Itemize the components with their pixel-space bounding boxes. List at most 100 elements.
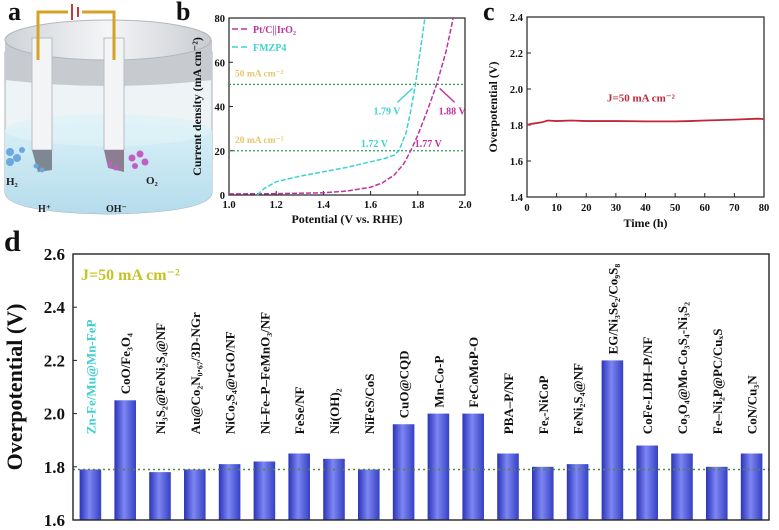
bar-label-16: CoFe-LDH–P/NF (640, 337, 655, 435)
wires-and-battery (36, 4, 116, 60)
x-tick-label: 10 (551, 203, 562, 214)
x-tick-label: 40 (640, 203, 651, 214)
chart-b-xlabel: Potential (V vs. RHE) (291, 212, 402, 226)
bar-17 (671, 453, 693, 520)
y-tick-label: 1.8 (510, 121, 523, 132)
bar-11 (462, 413, 484, 520)
electrode-left (31, 37, 53, 172)
bar-label-12: PBA–P/NF (501, 373, 516, 434)
bar-label-0: Zn-Fe/Mu@Mn-FeP (83, 320, 98, 435)
legend-label-ptc: Pt/C||IrO₂ (253, 25, 296, 36)
x-tick-label: 1.6 (364, 200, 377, 211)
bar-label-13: Feₓ-NiCoP (536, 376, 551, 435)
bar-label-1: CoO/Fe₃O₄ (118, 333, 133, 394)
bar-12 (497, 453, 519, 520)
bar-label-7: Ni(OH)₂ (327, 388, 342, 434)
chart-b-legend: Pt/C||IrO₂ FMZP4 (232, 25, 296, 54)
bar-label-9: CuO@CQD (397, 351, 412, 419)
bar-0 (79, 469, 102, 520)
bar-label-2: Ni₃S₂@FeNi₂S₄@NF (153, 323, 168, 434)
arrow-ptc (439, 87, 456, 103)
y-tick-label: 1.8 (44, 458, 65, 477)
bar-16 (636, 445, 658, 520)
x-tick-label: 30 (611, 203, 622, 214)
annotation-fmzp-20: 1.72 V (361, 139, 389, 150)
o2-bubbles (107, 150, 149, 171)
bar-18 (706, 466, 728, 520)
hplus-label: H⁺ (38, 204, 51, 215)
electrode-right (103, 37, 125, 172)
guide-label-20: 20 mA cm⁻² (235, 136, 284, 146)
ohminus-label: OH⁻ (106, 204, 127, 215)
y-tick-label: 2.2 (510, 49, 523, 60)
y-tick-label: 80 (215, 14, 226, 25)
annotation-ptc-20: 1.77 V (415, 139, 443, 150)
y-tick-label: 2.0 (44, 405, 65, 424)
panel-label-b: b (176, 0, 191, 26)
chart-d-ylabel: Overpotential (V) (2, 304, 27, 471)
bar-label-6: FeSe/NF (292, 386, 307, 434)
x-tick-label: 0 (524, 203, 529, 214)
chart-c-annotation: J=50 mA cm⁻² (607, 93, 676, 105)
x-tick-label: 1.0 (222, 200, 235, 211)
y-tick-label: 60 (215, 58, 226, 69)
bar-15 (601, 360, 624, 520)
x-tick-label: 60 (700, 203, 711, 214)
x-tick-label: 1.8 (411, 200, 424, 211)
panel-label-c: c (483, 0, 495, 26)
bar-label-5: Ni–Fe–P–FeMnO₃/NF (257, 312, 272, 434)
o2-label: O₂ (146, 175, 159, 187)
y-tick-label: 2.2 (44, 351, 65, 370)
chart-c-ylabel: Overpotential (V) (486, 62, 500, 153)
x-tick-label: 50 (670, 203, 681, 214)
bar-13 (532, 466, 554, 520)
chart-d-condition-label: J=50 mA cm⁻² (81, 267, 180, 284)
h2-bubbles (6, 147, 45, 173)
bar-label-19: CoN/Cu₃N (745, 375, 760, 434)
y-tick-label: 1.4 (510, 193, 524, 204)
bar-8 (358, 469, 380, 520)
bar-9 (392, 424, 415, 520)
series-line-fmzp4 (256, 17, 426, 196)
bar-10 (427, 413, 450, 520)
y-tick-label: 1.6 (44, 511, 65, 530)
bar-label-8: NiFeS/CoS (362, 374, 377, 435)
bar-label-18: Fe–Ni₂P@PC/CuₓS (710, 329, 725, 435)
bar-label-17: Co₃O₄@Mo-Co₃S₄-Ni₃S₂ (675, 302, 690, 434)
x-tick-label: 70 (729, 203, 740, 214)
legend-label-fmzp4: FMZP4 (253, 43, 286, 54)
y-tick-label: 2.4 (510, 13, 524, 24)
x-tick-label: 1.4 (317, 200, 331, 211)
chart-d-frame (72, 253, 770, 521)
y-tick-label: 0 (220, 191, 225, 202)
chart-c-xlabel: Time (h) (623, 216, 667, 230)
bar-label-14: FeNi₂S₄@NF (571, 363, 586, 434)
stability-line (526, 117, 765, 126)
bar-label-10: Mn-Co-P (431, 356, 446, 408)
y-tick-label: 2.0 (510, 85, 523, 96)
series-line-ptc (228, 17, 454, 195)
x-tick-label: 80 (759, 203, 770, 214)
bar-label-11: FeCoMoP-O (466, 337, 481, 408)
x-tick-label: 1.2 (270, 200, 283, 211)
x-tick-label: 20 (581, 203, 592, 214)
bar-label-4: NiCo₂S₄@rGO/NF (223, 331, 238, 434)
bar-3 (184, 469, 206, 520)
h2-label: H₂ (6, 176, 19, 188)
bar-7 (323, 458, 345, 520)
guide-label-50: 50 mA cm⁻² (235, 69, 284, 79)
bar-4 (218, 464, 241, 520)
bar-6 (288, 453, 310, 520)
bar-1 (114, 400, 136, 520)
y-tick-label: 20 (215, 147, 226, 158)
annotation-fmzp-50: 1.79 V (373, 106, 401, 117)
y-tick-label: 2.4 (44, 298, 66, 317)
chart-b-ylabel: Current density (mA cm⁻²) (190, 37, 204, 176)
x-tick-label: 2.0 (458, 200, 471, 211)
bar-label-15: EG/Ni₃Se₂/Co₉S₈ (605, 264, 620, 355)
y-tick-label: 2.6 (44, 245, 65, 264)
